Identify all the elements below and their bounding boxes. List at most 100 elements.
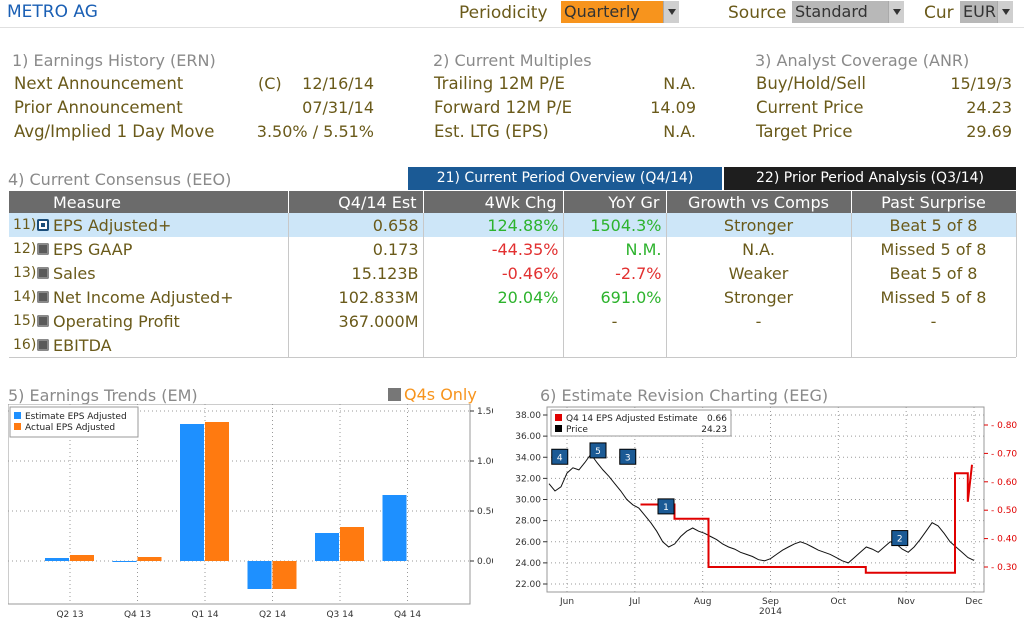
legend-box	[550, 409, 732, 437]
header-measure[interactable]: Measure	[9, 191, 289, 213]
earnings-history-title[interactable]: 1) Earnings History (ERN)	[12, 51, 216, 70]
revision-marker	[551, 448, 569, 465]
legend-label: Price	[566, 425, 588, 435]
table-row[interactable]: 13) Sales 15.123B -0.46% -2.7% Weaker Bea…	[9, 261, 1017, 285]
bar	[137, 557, 162, 561]
x-tick-label: Nov	[897, 597, 915, 607]
x-tick-label: Jul	[628, 597, 640, 607]
growth-vs-comps-cell: Weaker	[666, 261, 852, 285]
yoy-growth-cell: 1504.3%	[563, 213, 667, 237]
current-multiples-title[interactable]: 2) Current Multiples	[433, 51, 592, 70]
left-axis-label: 24.00	[515, 559, 541, 569]
implied-move-value: 3.50% / 5.51%	[256, 122, 374, 141]
target-price-value: 29.69	[966, 122, 1012, 141]
bar	[180, 424, 204, 561]
radio-icon[interactable]	[37, 243, 49, 255]
header-estimate[interactable]: Q4/14 Est	[288, 191, 424, 213]
bar	[70, 555, 94, 561]
currency-select[interactable]: EUR	[960, 1, 997, 23]
header-past-surprise[interactable]: Past Surprise	[851, 191, 1017, 213]
table-row[interactable]: 14) Net Income Adjusted+ 102.833M 20.04% …	[9, 285, 1017, 309]
estimate-cell: 0.173	[288, 237, 424, 261]
legend-swatch	[555, 414, 562, 421]
implied-move-label: Avg/Implied 1 Day Move	[14, 122, 215, 141]
current-consensus-title[interactable]: 4) Current Consensus (EEO)	[8, 170, 232, 189]
left-axis-label: 36.00	[515, 432, 541, 442]
bar	[382, 495, 407, 561]
header-growth-vs-comps[interactable]: Growth vs Comps	[666, 191, 852, 213]
radio-icon[interactable]	[37, 315, 49, 327]
yoy-growth-cell: 691.0%	[563, 285, 667, 309]
table-row[interactable]: 12) EPS GAAP 0.173 -44.35% N.M. N.A. Miss…	[9, 237, 1017, 261]
legend-swatch	[555, 425, 562, 432]
measure-name: EBITDA	[53, 335, 112, 355]
four-week-change-cell	[423, 333, 564, 357]
earnings-trends-title[interactable]: 5) Earnings Trends (EM)	[8, 386, 198, 405]
source-dropdown-icon[interactable]	[888, 1, 904, 23]
legend-value: 24.23	[701, 425, 727, 435]
estimate-cell	[288, 333, 424, 357]
revision-marker-label: 1	[663, 503, 669, 513]
estimate-revision-title[interactable]: 6) Estimate Revision Charting (EEG)	[540, 386, 829, 405]
radio-icon[interactable]	[37, 291, 49, 303]
periodicity-select[interactable]: Quarterly	[561, 1, 663, 23]
y-tick-label: 0.50	[477, 507, 493, 517]
legend-label: Q4 14 EPS Adjusted Estimate	[566, 414, 698, 424]
row-number: 15)	[13, 313, 37, 329]
q4s-only-toggle[interactable]: Q4s Only	[388, 385, 477, 404]
legend-label: Actual EPS Adjusted	[25, 423, 115, 433]
current-price-value: 24.23	[966, 98, 1012, 117]
security-name: METRO AG	[7, 2, 98, 22]
bar	[340, 527, 364, 561]
growth-vs-comps-cell	[666, 333, 852, 357]
growth-vs-comps-cell: Stronger	[666, 285, 852, 309]
currency-dropdown-icon[interactable]	[997, 1, 1013, 23]
radio-icon[interactable]	[37, 339, 49, 351]
x-tick-label: Aug	[694, 597, 712, 607]
yoy-growth-cell	[563, 333, 667, 357]
periodicity-label: Periodicity	[459, 3, 548, 23]
header-4wk-chg[interactable]: 4Wk Chg	[423, 191, 564, 213]
legend-swatch	[14, 412, 21, 419]
past-surprise-cell: Beat 5 of 8	[851, 261, 1017, 285]
header-yoy-gr[interactable]: YoY Gr	[563, 191, 667, 213]
radio-selected-icon[interactable]	[37, 219, 49, 231]
table-row[interactable]: 15) Operating Profit 367.000M - - -	[9, 309, 1017, 333]
currency-value: EUR	[963, 2, 996, 21]
yoy-growth-cell: -2.7%	[563, 261, 667, 285]
row-number: 11)	[13, 217, 37, 233]
bar	[45, 558, 69, 561]
radio-icon[interactable]	[37, 267, 49, 279]
tab-current-period-overview[interactable]: 21) Current Period Overview (Q4/14)	[408, 167, 722, 190]
bar	[112, 561, 137, 562]
measure-name: EPS GAAP	[53, 239, 133, 259]
tab-prior-period-analysis[interactable]: 22) Prior Period Analysis (Q3/14)	[724, 167, 1016, 190]
forward-pe-label: Forward 12M P/E	[434, 98, 573, 117]
table-row[interactable]: 11) EPS Adjusted+ 0.658 124.88% 1504.3% S…	[9, 213, 1017, 237]
left-axis-label: 32.00	[515, 474, 541, 484]
table-row[interactable]: 16) EBITDA	[9, 333, 1017, 357]
x-tick-label: Q2 13	[56, 610, 83, 620]
currency-label: Cur	[924, 3, 954, 23]
bar	[272, 561, 297, 589]
revision-marker	[619, 448, 637, 465]
x-tick-label: Sep	[762, 597, 779, 607]
checkbox-icon[interactable]	[388, 388, 401, 401]
analyst-coverage-title[interactable]: 3) Analyst Coverage (ANR)	[755, 51, 970, 70]
past-surprise-cell: Beat 5 of 8	[851, 213, 1017, 237]
periodicity-dropdown-icon[interactable]	[663, 1, 679, 23]
next-announcement-label: Next Announcement	[14, 74, 184, 93]
trailing-pe-label: Trailing 12M P/E	[434, 74, 565, 93]
right-axis-label: - 0.70	[991, 449, 1017, 459]
source-select[interactable]: Standard	[792, 1, 888, 23]
right-axis-label: - 0.40	[991, 535, 1017, 545]
x-tick-label: Q2 14	[259, 610, 286, 620]
y-tick-label: 0.00	[477, 557, 493, 567]
x-tick-label: Q4 14	[394, 610, 421, 620]
chart-legend: Q4 14 EPS Adjusted Estimate 0.66 Price 24.2…	[550, 409, 732, 437]
past-surprise-cell: Missed 5 of 8	[851, 285, 1017, 309]
x-tick-label: Q4 13	[124, 610, 151, 620]
source-value: Standard	[795, 2, 868, 21]
target-price-label: Target Price	[756, 122, 853, 141]
